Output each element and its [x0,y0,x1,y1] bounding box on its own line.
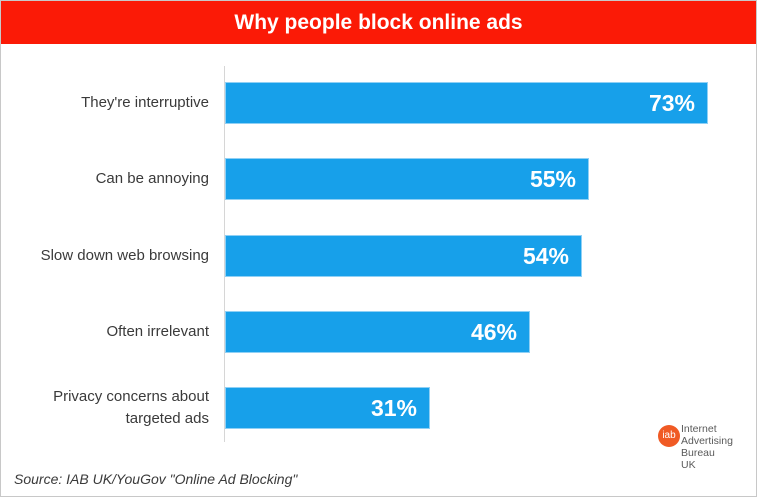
bar: 55% [225,158,589,200]
bar: 31% [225,387,430,429]
bar: 73% [225,82,708,124]
category-axis-line [224,66,225,442]
bar-value-label: 55% [529,166,576,192]
bar-value-label: 31% [370,395,417,421]
bar-value-label: 73% [648,90,695,116]
bar-value-label: 54% [522,243,569,269]
iab-logo-icon: iab [658,425,680,447]
category-label: Can be annoying [95,170,209,187]
category-label: They're interruptive [81,94,209,111]
iab-logo-text: Internet Advertising Bureau UK [681,423,733,471]
category-label: Privacy concerns about targeted ads [53,388,209,427]
category-label: Often irrelevant [106,323,209,340]
chart-title: Why people block online ads [1,1,756,44]
category-label: Slow down web browsing [40,247,209,264]
bar-value-label: 46% [470,319,517,345]
bar: 54% [225,235,582,277]
source-note: Source: IAB UK/YouGov "Online Ad Blockin… [14,471,298,487]
bar: 46% [225,311,530,353]
